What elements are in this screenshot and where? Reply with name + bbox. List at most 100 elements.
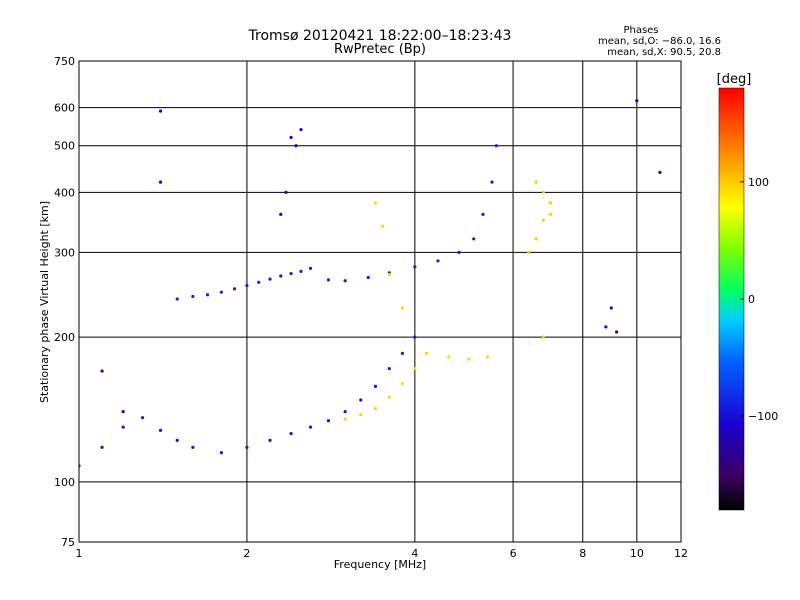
data-point [635, 99, 639, 103]
data-point [467, 357, 471, 361]
data-point [219, 451, 223, 455]
data-point [219, 290, 223, 294]
data-point [326, 419, 331, 423]
data-point [140, 416, 145, 420]
data-point [158, 180, 163, 184]
chart-subtitle: RwPretec (Bp) [334, 42, 426, 57]
data-point [268, 277, 272, 281]
data-point [457, 250, 461, 255]
data-points [79, 99, 662, 468]
data-point [609, 306, 613, 310]
colorbar-tick-label: 100 [748, 176, 769, 189]
data-point [548, 201, 553, 205]
data-point [279, 212, 283, 216]
data-point [373, 407, 378, 411]
data-point [100, 445, 104, 449]
y-tick-label: 500 [54, 140, 75, 153]
data-point [289, 272, 293, 276]
data-point [279, 274, 283, 278]
colorbar-tick-label: −100 [748, 410, 778, 423]
x-tick-label: 10 [630, 547, 644, 560]
y-tick-label: 400 [54, 186, 75, 199]
data-point [400, 382, 405, 386]
stats-line-o: mean, sd,O: −86.0, 16.6 [598, 36, 721, 47]
data-point [541, 335, 545, 339]
colorbar [718, 87, 745, 511]
data-point [534, 237, 538, 241]
y-tick-label: 200 [54, 331, 75, 344]
colorbar-tick-label: 0 [748, 293, 755, 306]
data-point [373, 201, 378, 205]
data-point [191, 445, 195, 449]
data-point [527, 250, 531, 255]
data-point [205, 293, 210, 297]
data-point [245, 283, 249, 288]
data-point [366, 275, 370, 280]
data-point [299, 269, 303, 273]
data-point [158, 428, 163, 432]
data-point [387, 395, 391, 399]
y-tick-label: 300 [54, 246, 75, 259]
data-point [541, 190, 545, 194]
data-point [299, 128, 303, 132]
data-point [289, 135, 293, 140]
data-point [308, 266, 313, 270]
x-tick-label: 6 [510, 547, 517, 560]
data-point [191, 294, 195, 299]
data-point [326, 278, 331, 282]
data-point [494, 144, 498, 148]
data-point [472, 237, 476, 241]
data-point [343, 279, 347, 283]
data-point [400, 306, 405, 310]
data-point [658, 170, 662, 175]
y-tick-label: 100 [54, 476, 75, 489]
y-axis-ticks: 75 100 200 300 400 500 600 750 [54, 55, 75, 549]
data-point [343, 410, 347, 414]
data-point [175, 297, 179, 301]
data-point [413, 367, 417, 371]
data-point [380, 224, 385, 228]
data-point [289, 432, 293, 436]
series-0 [175, 144, 498, 301]
data-point [121, 425, 125, 429]
data-point [343, 417, 347, 421]
data-point [158, 109, 163, 113]
data-point [175, 438, 179, 442]
x-tick-label: 1 [76, 547, 83, 560]
data-point [245, 445, 249, 449]
x-axis-ticks: 1 2 4 6 8 10 12 [76, 547, 689, 560]
data-point [121, 410, 125, 414]
data-point [284, 190, 288, 194]
stats-heading: Phases [623, 25, 658, 36]
data-point [548, 212, 553, 216]
plot-frame [78, 60, 682, 543]
y-tick-label: 600 [54, 102, 75, 115]
data-point [100, 369, 104, 373]
y-axis-label: Stationary phase Virtual Height [km] [38, 201, 51, 403]
data-point [387, 367, 391, 371]
colorbar-ticks: 100 0 −100 [740, 176, 778, 423]
x-tick-label: 2 [243, 547, 250, 560]
colorbar-label: [deg] [717, 72, 752, 87]
series-4 [100, 99, 662, 414]
data-point [413, 335, 417, 339]
data-point [294, 144, 298, 148]
series-2 [343, 201, 490, 421]
data-point [268, 438, 272, 442]
data-point [387, 272, 391, 277]
data-point [485, 355, 490, 359]
data-point [541, 218, 545, 222]
data-point [257, 280, 261, 284]
y-tick-label: 750 [54, 55, 75, 68]
x-tick-label: 8 [579, 547, 586, 560]
series-3 [527, 180, 553, 339]
chart-title: Tromsø 20120421 18:22:00–18:23:43 [248, 28, 512, 44]
x-axis-label: Frequency [MHz] [334, 558, 426, 571]
data-point [436, 259, 440, 263]
data-point [447, 355, 451, 359]
data-point [615, 330, 619, 334]
y-tick-label: 75 [61, 536, 75, 549]
data-point [481, 212, 485, 216]
data-point [232, 287, 237, 291]
